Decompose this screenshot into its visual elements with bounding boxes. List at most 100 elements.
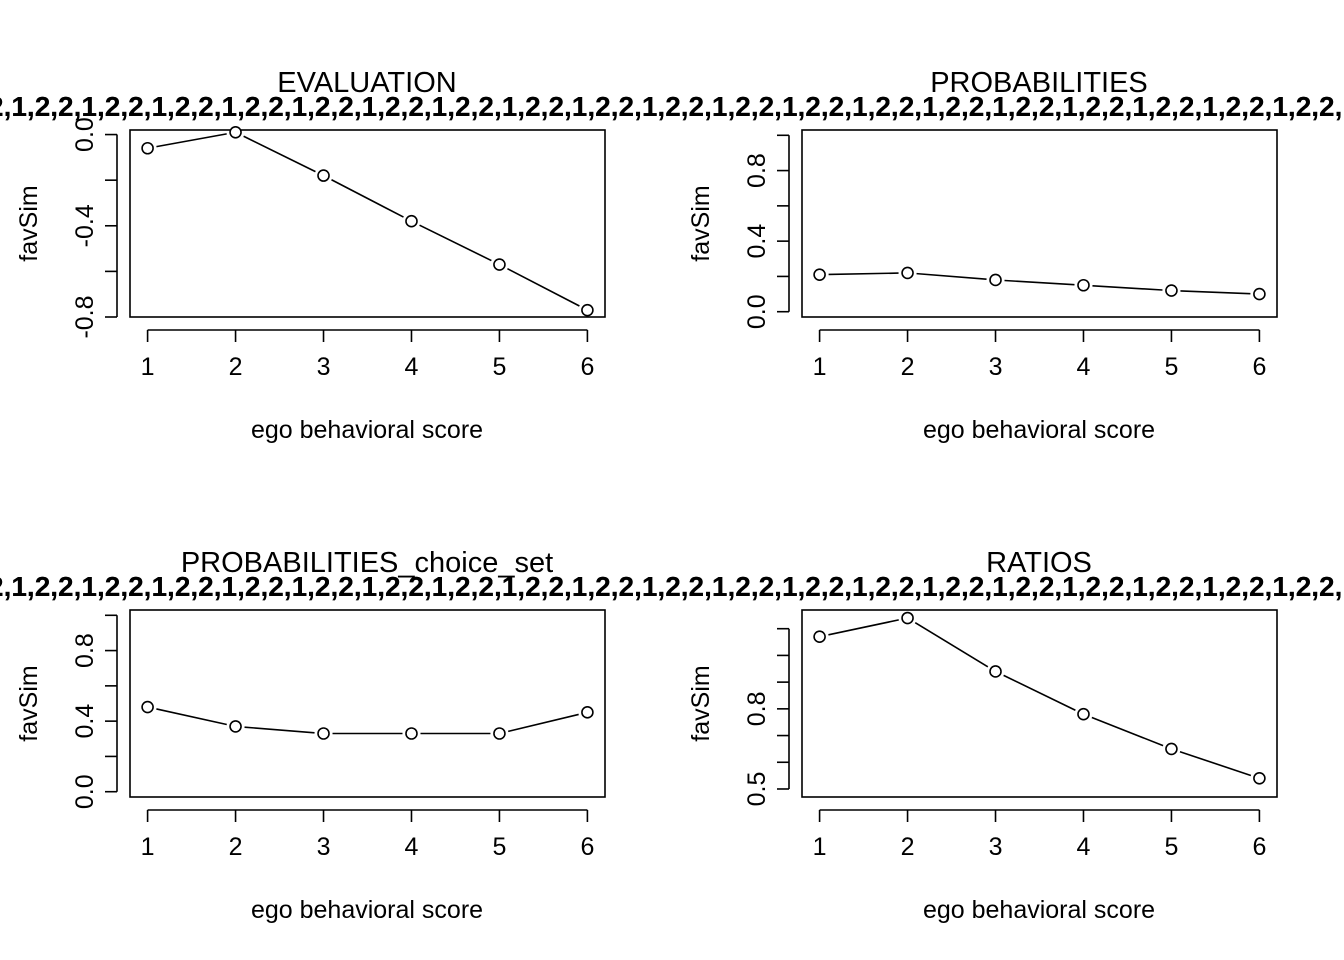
chart-2-data-point xyxy=(901,266,914,280)
chart-4-title: RATIOS xyxy=(986,547,1092,579)
chart-2-panel: 2,1,2,2,1,2,2,1,2,2,1,2,2,1,2,2,1,2,2,1,… xyxy=(0,67,1344,444)
chart-1-x-tick-label: 4 xyxy=(405,353,419,381)
chart-2-y-tick-label: 0.0 xyxy=(743,294,771,329)
chart-1-y-tick-label: -0.4 xyxy=(71,204,99,247)
chart-3-y-tick-label: 0.4 xyxy=(71,704,99,739)
chart-3-x-tick-label: 1 xyxy=(141,833,155,861)
chart-1-data-point xyxy=(493,258,506,271)
chart-3-data-point xyxy=(405,727,418,740)
chart-1-data-point xyxy=(141,141,154,155)
chart-1-overlap-text: 2,1,2,2,1,2,2,1,2,2,1,2,2,1,2,2,1,2,2,1,… xyxy=(0,91,1344,122)
chart-1-plot-frame xyxy=(129,129,606,318)
chart-1-x-tick-label: 3 xyxy=(317,353,331,381)
chart-2-line-segment xyxy=(1092,284,1163,291)
chart-4-overlap-text: 2,1,2,2,1,2,2,1,2,2,1,2,2,1,2,2,1,2,2,1,… xyxy=(0,571,1344,602)
chart-2-data-point xyxy=(813,268,826,281)
chart-4-line-segment xyxy=(828,619,899,636)
chart-1-data-point xyxy=(229,125,242,139)
chart-4-data-point xyxy=(1253,771,1266,785)
chart-2-line-segment xyxy=(1180,290,1251,295)
chart-3-y-tick-label: 0.8 xyxy=(71,633,99,668)
chart-3-x-tick-label: 4 xyxy=(405,833,419,861)
chart-1-line-segment xyxy=(419,224,492,262)
chart-1-panel: 2,1,2,2,1,2,2,1,2,2,1,2,2,1,2,2,1,2,2,1,… xyxy=(0,67,1344,444)
chart-4-data-point xyxy=(901,611,914,625)
chart-2-plot-frame xyxy=(801,129,1278,318)
chart-4-x-axis-title: ego behavioral score xyxy=(923,896,1155,924)
chart-4-data-point xyxy=(1165,742,1178,756)
chart-4-data-point xyxy=(1077,707,1090,721)
chart-4-plot-frame xyxy=(801,609,1278,798)
chart-4-y-axis-title: favSim xyxy=(687,665,715,741)
chart-4-panel: 2,1,2,2,1,2,2,1,2,2,1,2,2,1,2,2,1,2,2,1,… xyxy=(0,547,1344,924)
chart-3-data-point xyxy=(229,720,242,733)
chart-1-line-segment xyxy=(156,133,227,148)
chart-2-data-point xyxy=(989,273,1002,287)
chart-4-y-tick-label: 0.8 xyxy=(743,691,771,726)
chart-3-plot-frame xyxy=(129,609,606,798)
chart-3-line-segment xyxy=(508,713,579,733)
chart-1-data-point xyxy=(317,169,330,182)
chart-2-x-tick-label: 5 xyxy=(1164,353,1178,381)
chart-4-data-point xyxy=(813,630,826,644)
chart-1-data-point xyxy=(581,303,594,317)
chart-2-x-tick-label: 1 xyxy=(813,353,827,381)
chart-1-line-segment xyxy=(243,135,316,173)
chart-3-data-point xyxy=(317,727,330,740)
chart-3-x-tick-label: 2 xyxy=(229,833,243,861)
chart-3-data-point xyxy=(141,700,154,714)
chart-1-x-axis-title: ego behavioral score xyxy=(251,416,483,444)
chart-3-data-point xyxy=(581,706,594,719)
chart-4-x-tick-label: 5 xyxy=(1164,833,1178,861)
chart-2-x-tick-label: 3 xyxy=(989,353,1003,381)
chart-4-line-segment xyxy=(1003,674,1076,711)
chart-3-y-axis-title: favSim xyxy=(15,665,43,741)
chart-1-y-tick-label: 0.0 xyxy=(71,117,99,152)
chart-2-data-point xyxy=(1165,284,1178,297)
chart-2-x-axis-title: ego behavioral score xyxy=(923,416,1155,444)
chart-4-y-tick-label: 0.5 xyxy=(743,772,771,807)
chart-1-title: EVALUATION xyxy=(277,67,456,99)
chart-2-y-tick-label: 0.4 xyxy=(743,224,771,259)
chart-2-overlap-text: 2,1,2,2,1,2,2,1,2,2,1,2,2,1,2,2,1,2,2,1,… xyxy=(0,91,1344,122)
chart-1-x-tick-label: 5 xyxy=(492,353,506,381)
chart-4-x-tick-label: 4 xyxy=(1077,833,1091,861)
chart-1-x-tick-label: 1 xyxy=(141,353,155,381)
chart-3-title: PROBABILITIES_choice_set xyxy=(181,547,553,579)
chart-2-x-tick-label: 2 xyxy=(901,353,915,381)
chart-4-line-segment xyxy=(1179,751,1252,777)
chart-3-x-tick-label: 3 xyxy=(317,833,331,861)
chart-2-title: PROBABILITIES xyxy=(930,67,1148,99)
chart-4-x-tick-label: 3 xyxy=(989,833,1003,861)
chart-1-data-point xyxy=(405,214,418,228)
chart-3-x-axis-title: ego behavioral score xyxy=(251,896,483,924)
chart-3-line-segment xyxy=(156,708,227,726)
chart-2-line-segment xyxy=(916,272,987,281)
chart-4-line-segment xyxy=(1091,716,1164,747)
chart-4-x-tick-label: 6 xyxy=(1252,833,1266,861)
chart-2-line-segment xyxy=(1004,279,1075,286)
chart-3-overlap-text: 2,1,2,2,1,2,2,1,2,2,1,2,2,1,2,2,1,2,2,1,… xyxy=(0,571,1344,602)
chart-3-y-tick-label: 0.0 xyxy=(71,774,99,809)
chart-1-line-segment xyxy=(331,179,404,218)
chart-2-data-point xyxy=(1253,287,1266,301)
chart-4-x-tick-label: 1 xyxy=(813,833,827,861)
chart-2-y-axis-title: favSim xyxy=(687,185,715,261)
chart-4-data-point xyxy=(989,665,1002,678)
chart-2-x-tick-label: 4 xyxy=(1077,353,1091,381)
chart-1-x-tick-label: 6 xyxy=(580,353,594,381)
chart-4-x-tick-label: 2 xyxy=(901,833,915,861)
chart-1-x-tick-label: 2 xyxy=(229,353,243,381)
chart-2-data-point xyxy=(1077,278,1090,292)
chart-1-line-segment xyxy=(507,267,580,307)
chart-2-y-tick-label: 0.8 xyxy=(743,153,771,188)
chart-3-x-tick-label: 6 xyxy=(580,833,594,861)
chart-4-line-segment xyxy=(914,622,989,668)
chart-3-line-segment xyxy=(244,726,315,734)
chart-3-panel: 2,1,2,2,1,2,2,1,2,2,1,2,2,1,2,2,1,2,2,1,… xyxy=(0,547,1344,924)
chart-1-y-axis-title: favSim xyxy=(15,185,43,261)
chart-3-data-point xyxy=(493,727,506,740)
chart-2-x-tick-label: 6 xyxy=(1252,353,1266,381)
chart-2-line-segment xyxy=(828,272,899,276)
